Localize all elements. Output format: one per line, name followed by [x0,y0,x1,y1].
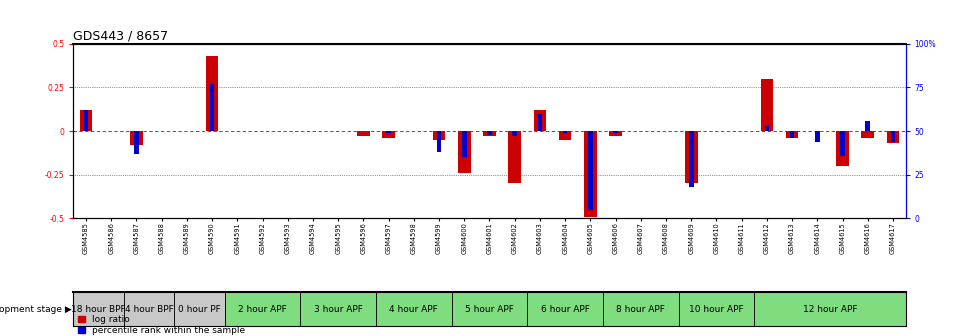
Bar [608,131,621,136]
Text: 3 hour APF: 3 hour APF [313,305,362,313]
Bar [789,131,793,138]
Bar [487,131,491,134]
Bar [432,131,445,140]
Bar [839,131,844,156]
Bar [753,292,905,326]
Bar [458,131,470,173]
Bar [612,131,617,133]
Bar [386,131,390,133]
Text: GDS443 / 8657: GDS443 / 8657 [73,30,168,43]
Bar [785,131,798,138]
Bar [865,121,869,131]
Bar [602,292,678,326]
Bar [225,292,300,326]
Bar [886,131,899,143]
Bar [685,131,696,183]
Text: 2 hour APF: 2 hour APF [238,305,287,313]
Bar [205,56,218,131]
Bar [861,131,873,138]
Bar [890,131,894,141]
Text: 12 hour APF: 12 hour APF [802,305,857,313]
Bar [73,292,124,326]
Bar [382,131,394,138]
Text: 5 hour APF: 5 hour APF [465,305,513,313]
Bar [84,110,88,131]
Bar [527,292,602,326]
Bar [558,131,571,140]
Bar [130,131,143,145]
Bar [511,131,516,136]
Legend: log ratio, percentile rank within the sample: log ratio, percentile rank within the sa… [78,316,245,335]
Bar [483,131,495,136]
Bar [760,79,773,131]
Bar [678,292,753,326]
Bar [537,114,542,131]
Text: 18 hour BPF: 18 hour BPF [71,305,126,313]
Text: development stage ▶: development stage ▶ [0,305,71,313]
Bar [209,84,214,131]
Bar [376,292,451,326]
Bar [533,110,546,131]
Bar [588,131,592,210]
Bar [689,131,692,187]
Bar [462,131,467,157]
Text: 0 hour PF: 0 hour PF [178,305,221,313]
Bar [835,131,848,166]
Bar [134,131,139,154]
Bar [124,292,174,326]
Bar [764,126,769,131]
Text: 10 hour APF: 10 hour APF [689,305,743,313]
Text: 6 hour APF: 6 hour APF [540,305,589,313]
Bar [508,131,520,183]
Bar [174,292,225,326]
Bar [584,131,596,217]
Text: 8 hour APF: 8 hour APF [616,305,665,313]
Bar [451,292,527,326]
Bar [436,131,441,152]
Bar [562,131,567,133]
Bar [300,292,376,326]
Text: 4 hour BPF: 4 hour BPF [124,305,173,313]
Bar [357,131,370,136]
Bar [79,110,92,131]
Bar [815,131,819,141]
Text: 4 hour APF: 4 hour APF [389,305,438,313]
